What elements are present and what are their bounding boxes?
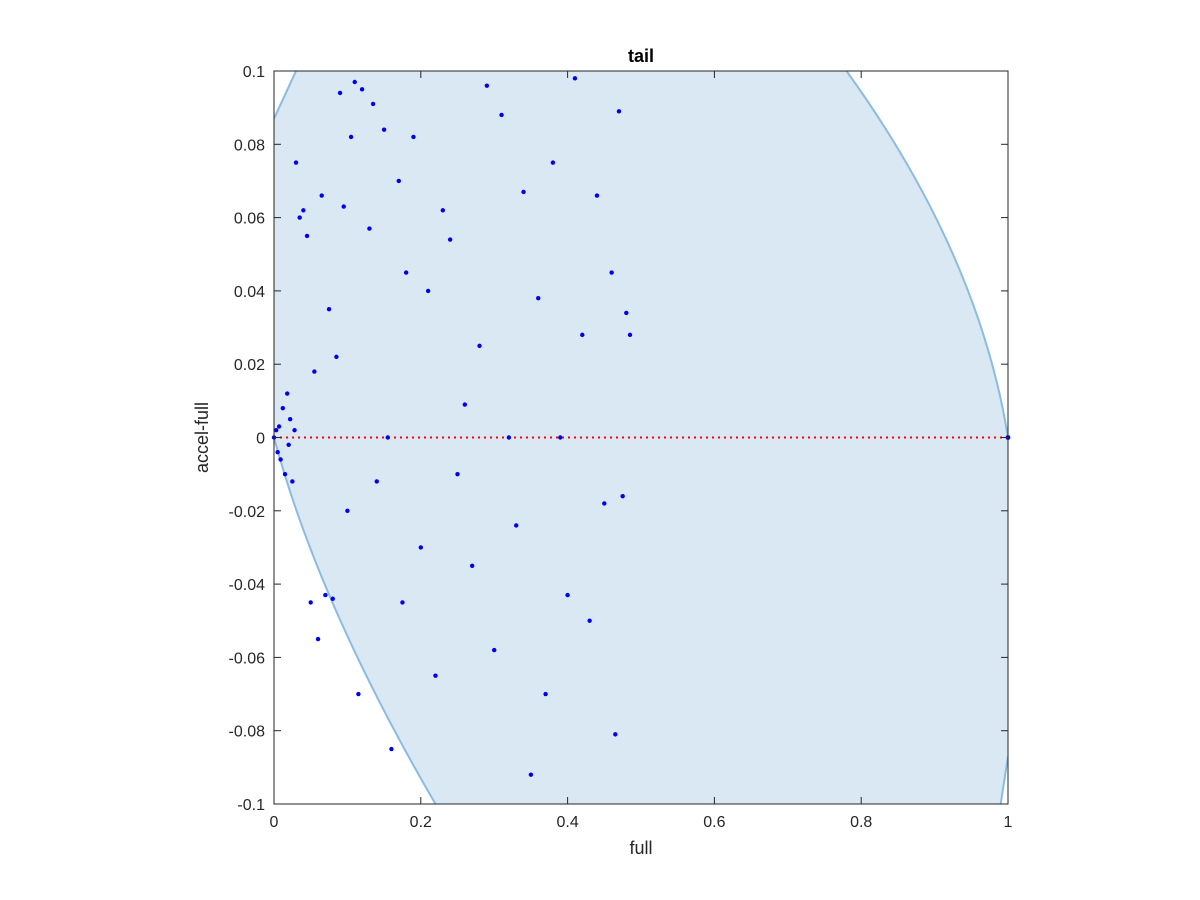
data-point xyxy=(418,545,423,550)
y-tick-label: 0.06 xyxy=(234,211,265,228)
chart-title: tail xyxy=(628,46,654,66)
data-point xyxy=(285,391,290,396)
data-point xyxy=(326,307,332,312)
data-point xyxy=(282,471,288,477)
data-point xyxy=(280,405,286,411)
data-point xyxy=(558,435,563,440)
data-point xyxy=(514,523,519,528)
data-point xyxy=(543,691,548,697)
x-tick-label: 1 xyxy=(1004,814,1013,831)
data-point xyxy=(620,493,625,499)
data-point xyxy=(367,226,372,231)
data-point xyxy=(425,288,431,294)
x-tick-label: 0.2 xyxy=(410,814,432,831)
y-tick-label: -0.02 xyxy=(229,504,266,521)
data-point xyxy=(521,189,526,195)
region-edge-upper-right xyxy=(845,71,1008,438)
data-point xyxy=(323,592,328,598)
data-point xyxy=(275,449,280,455)
data-point xyxy=(356,691,361,697)
data-point xyxy=(477,343,482,349)
data-point xyxy=(319,193,324,198)
data-point xyxy=(345,508,350,513)
data-point xyxy=(290,479,295,484)
y-tick-label: 0.08 xyxy=(234,137,265,154)
data-point xyxy=(276,424,282,429)
data-point xyxy=(348,134,354,140)
data-point xyxy=(602,501,607,506)
data-point xyxy=(627,332,633,338)
data-point xyxy=(462,402,468,407)
x-axis-label: full xyxy=(629,838,652,858)
data-point xyxy=(506,435,512,440)
data-point xyxy=(381,127,387,132)
y-tick-label: -0.04 xyxy=(229,577,266,594)
data-point xyxy=(286,442,291,448)
y-tick-label: 0 xyxy=(256,431,265,448)
y-tick-label: -0.08 xyxy=(229,724,266,741)
y-tick-label: 0.1 xyxy=(243,64,265,81)
axis-ticks: 0 0.2 0.4 0.6 0.8 1 -0.1 -0.08 -0.06 -0.04 -0.02 0 0… xyxy=(229,64,1013,831)
x-tick-label: 0.4 xyxy=(556,814,578,831)
y-tick-label: 0.02 xyxy=(234,357,265,374)
region-edge-lower-left xyxy=(274,437,437,804)
y-tick-label: -0.06 xyxy=(229,650,266,667)
data-point xyxy=(613,732,618,737)
data-point xyxy=(447,237,453,242)
data-point xyxy=(396,178,401,184)
data-point xyxy=(609,270,614,275)
data-point xyxy=(492,647,497,653)
data-point xyxy=(580,332,585,338)
data-point xyxy=(352,79,357,85)
data-point xyxy=(341,204,346,209)
data-point xyxy=(374,479,379,484)
data-point xyxy=(536,296,541,301)
data-point xyxy=(587,618,592,623)
data-point xyxy=(572,76,578,81)
data-point xyxy=(565,592,570,598)
data-point xyxy=(359,87,365,92)
data-point xyxy=(469,563,475,568)
region-edge-upper-left xyxy=(274,71,297,120)
x-tick-label: 0.6 xyxy=(703,814,725,831)
data-point xyxy=(594,193,600,198)
data-point xyxy=(274,427,279,433)
data-point xyxy=(624,310,629,316)
y-axis-label: accel-full xyxy=(192,402,212,473)
data-point xyxy=(334,354,339,360)
data-point xyxy=(308,600,313,605)
data-point xyxy=(400,600,405,605)
data-point xyxy=(528,772,534,777)
data-point xyxy=(315,636,321,642)
data-point xyxy=(440,208,446,213)
data-point xyxy=(312,369,317,374)
data-point xyxy=(403,270,409,275)
data-point xyxy=(304,233,310,239)
y-tick-label: 0.04 xyxy=(234,284,265,301)
data-point xyxy=(616,109,622,114)
data-point xyxy=(337,90,343,96)
data-point xyxy=(385,435,390,440)
data-point xyxy=(433,673,438,678)
data-point xyxy=(292,427,297,433)
data-point xyxy=(484,83,490,88)
data-point xyxy=(389,746,394,752)
data-point xyxy=(499,112,504,118)
data-point xyxy=(411,134,416,140)
y-tick-label: -0.1 xyxy=(237,797,265,814)
data-point xyxy=(297,215,302,220)
data-point xyxy=(301,208,306,213)
data-point xyxy=(370,101,376,107)
data-point xyxy=(293,160,299,165)
data-point xyxy=(287,416,293,422)
data-point xyxy=(550,160,556,165)
data-point xyxy=(278,457,283,462)
data-point xyxy=(330,596,335,601)
data-point xyxy=(455,471,460,477)
region-edge-lower-right xyxy=(999,756,1008,804)
x-tick-label: 0.8 xyxy=(850,814,872,831)
x-tick-label: 0 xyxy=(270,814,279,831)
data-points xyxy=(271,76,1011,777)
